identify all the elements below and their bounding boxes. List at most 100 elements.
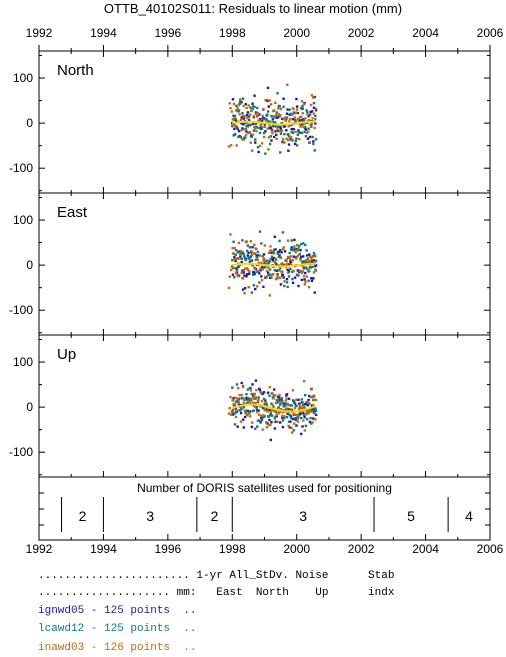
scatter-point [241,407,244,411]
scatter-point [243,128,246,131]
scatter-point [291,131,295,134]
scatter-point [250,109,253,113]
scatter-point [305,259,308,262]
scatter-point [285,259,288,263]
scatter-point [299,416,303,420]
scatter-point [236,397,239,400]
scatter-point [264,401,267,404]
scatter-point [308,135,312,139]
scatter-point [309,103,313,107]
scatter-point [278,115,281,118]
scatter-point [262,253,266,256]
scatter-point [251,383,254,386]
scatter-point [303,415,306,419]
scatter-point [267,148,270,151]
scatter-point [283,250,287,253]
scatter-point [274,420,277,423]
scatter-point [249,399,253,402]
scatter-point [309,266,312,269]
scatter-point [285,277,289,281]
scatter-point [279,283,283,286]
scatter-point [277,411,281,415]
scatter-point [240,393,243,397]
scatter-point [260,242,263,245]
scatter-point [278,399,281,402]
scatter-point [265,118,268,121]
scatter-point [262,416,265,419]
scatter-point [309,110,312,114]
scatter-point [299,248,302,252]
scatter-point [250,397,253,401]
residuals-figure: OTTB_40102S011: Residuals to linear moti… [9,1,504,556]
scatter-point [245,396,248,400]
scatter-point [309,395,312,399]
scatter-point [286,412,289,416]
scatter-point [233,275,236,279]
scatter-point [266,391,270,394]
scatter-point [260,275,263,278]
scatter-point [241,277,245,280]
scatter-point [266,259,269,263]
scatter-point [270,273,274,277]
scatter-point [261,255,264,258]
scatter-point [241,138,244,141]
scatter-point [286,83,289,87]
scatter-point [292,255,295,258]
scatter-point [240,100,243,104]
scatter-point [290,263,293,267]
scatter-point [293,401,296,405]
scatter-point [242,104,245,108]
scatter-point [274,257,277,261]
scatter-point [279,151,282,154]
scatter-point [267,105,270,108]
scatter-point [236,257,239,260]
scatter-point [307,118,311,122]
scatter-point [229,233,232,236]
scatter-point [281,247,285,251]
scatter-point [243,397,246,400]
scatter-point [236,106,239,110]
scatter-point [311,408,314,411]
scatter-point [303,122,307,125]
scatter-point [289,123,292,127]
scatter-point [258,272,261,275]
scatter-point [232,252,235,255]
panel-up: 100 0 -100 Up [9,334,491,478]
scatter-point [237,103,241,107]
scatter-point [249,254,253,258]
scatter-point [291,281,295,284]
scatter-point [291,277,294,281]
scatter-point [242,117,245,120]
scatter-point [239,253,242,256]
scatter-point [285,281,289,284]
scatter-point [287,149,290,152]
bottom-x-tick-2002: 2002 [348,542,375,556]
scatter-point [272,109,275,113]
scatter-point [285,394,288,397]
scatter-point [281,425,285,429]
scatter-point [276,406,280,410]
scatter-point [293,422,296,425]
scatter-point [282,405,285,408]
scatter-point [266,110,270,113]
scatter-point [252,273,255,277]
scatter-point [306,254,309,257]
scatter-point [254,252,257,255]
scatter-point [249,141,253,144]
scatter-point [260,414,263,418]
scatter-point [285,137,288,141]
scatter-point [286,268,289,271]
scatter-point [244,127,247,131]
scatter-point [295,247,298,251]
scatter-point [278,129,281,133]
scatter-point [246,414,249,417]
scatter-point [292,269,295,273]
scatter-point [241,123,245,126]
scatter-point [314,269,318,272]
scatter-point [283,124,287,128]
scatter-point [310,94,314,97]
scatter-point [256,254,260,257]
scatter-point [239,420,243,423]
scatter-point [272,248,276,251]
scatter-point [271,403,274,407]
